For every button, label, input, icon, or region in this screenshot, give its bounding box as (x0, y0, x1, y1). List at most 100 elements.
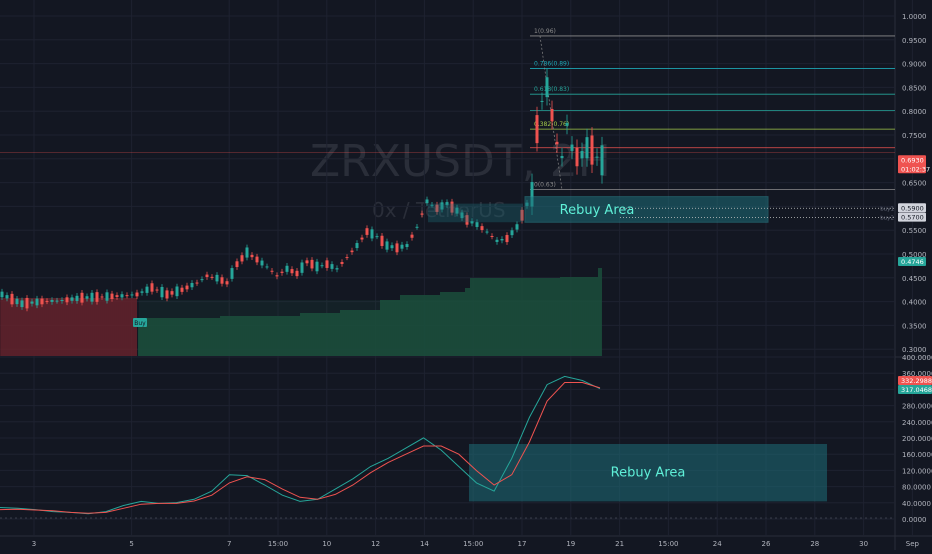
price-tick-label: 1.0000 (902, 13, 927, 21)
candles[interactable] (0, 68, 604, 312)
time-tick-label: 19 (566, 540, 575, 548)
candle-body (220, 277, 224, 284)
time-tick-label: 30 (859, 540, 868, 548)
time-tick-label: 14 (420, 540, 429, 548)
candle-body (255, 256, 259, 263)
candle-body (420, 213, 424, 215)
candle-body (95, 292, 99, 302)
osc-tick-label: 360.0000 (902, 370, 932, 378)
candle-body (405, 244, 409, 248)
candle-body (530, 182, 534, 207)
candle-body (145, 286, 149, 293)
candle-body (370, 229, 374, 239)
candle-body (475, 222, 479, 227)
candle-body (20, 300, 24, 308)
candle-body (590, 135, 594, 165)
candle-body (155, 289, 159, 291)
candle-body (410, 234, 414, 238)
candle-body (465, 215, 469, 225)
order-tag: buy2 (880, 216, 894, 222)
candle-body (455, 207, 459, 214)
rebuy-zone-label: Rebuy Area (560, 203, 635, 218)
candle-body (390, 245, 394, 249)
oscillator[interactable] (0, 375, 601, 515)
candle-body (540, 100, 544, 102)
candle-body (285, 265, 289, 272)
time-tick-label: 15:00 (268, 540, 288, 548)
candle-body (380, 235, 384, 246)
candle-body (195, 282, 199, 284)
candle-body (450, 201, 454, 213)
candle-body (305, 260, 309, 264)
candle-body (315, 261, 319, 272)
osc-rebuy-zone-label: Rebuy Area (611, 466, 686, 481)
candle-body (515, 224, 519, 230)
candle-body (215, 274, 219, 282)
price-tick-label: 0.5000 (902, 251, 927, 259)
candle-body (280, 271, 284, 273)
candle-body (65, 297, 69, 303)
price-tick-label: 0.4000 (902, 299, 927, 307)
osc-tick-label: 160.0000 (902, 451, 932, 459)
candle-body (115, 295, 119, 297)
time-tick-label: 7 (227, 540, 231, 548)
candle-body (230, 268, 234, 279)
candle-body (160, 286, 164, 298)
candle-body (25, 297, 29, 309)
candle-body (100, 296, 104, 298)
candle-body (60, 300, 64, 302)
price-badge (898, 203, 926, 213)
osc-badge (898, 376, 932, 385)
time-tick-label: 15:00 (463, 540, 483, 548)
buy-signal-badge (133, 318, 147, 327)
candle-body (50, 299, 54, 302)
candle-body (225, 281, 229, 285)
price-badge-label: 0.6930 (901, 156, 924, 164)
volume-block (470, 278, 560, 356)
candle-body (330, 264, 334, 269)
candle-body (35, 298, 39, 306)
candle-body (40, 298, 44, 305)
volume-profile: Buy (0, 268, 602, 356)
candle-body (545, 77, 549, 98)
candle-body (275, 275, 279, 277)
price-badge-label: 0.5900 (901, 204, 924, 212)
volume-block (465, 288, 470, 356)
candle-body (0, 291, 4, 298)
candle-body (335, 268, 339, 270)
candle-body (340, 262, 344, 264)
candle-body (310, 259, 314, 269)
candle-body (55, 300, 59, 302)
candle-body (125, 295, 129, 297)
price-tick-label: 0.9000 (902, 61, 927, 69)
candle-body (210, 276, 214, 278)
time-tick-label: 24 (713, 540, 722, 548)
candle-body (140, 291, 144, 293)
time-tick-label: 5 (129, 540, 133, 548)
osc-tick-label: 240.0000 (902, 419, 932, 427)
candle-body (250, 254, 254, 258)
candle-body (30, 301, 34, 304)
candle-body (560, 155, 564, 159)
candle-body (185, 285, 189, 290)
candle-body (585, 137, 589, 159)
price-badge (898, 212, 926, 222)
candle-body (415, 226, 419, 228)
price-tick-label: 0.7500 (902, 132, 927, 140)
price-badge-label: 0.4746 (901, 258, 924, 266)
candle-body (490, 236, 494, 238)
candle-body (345, 257, 349, 259)
candle-body (200, 279, 204, 281)
candle-body (565, 123, 569, 126)
osc-badge (898, 385, 932, 394)
zones[interactable]: Rebuy Area Rebuy Area (428, 196, 895, 502)
candle-body (290, 269, 294, 274)
price-tick-label: 0.8000 (902, 108, 927, 116)
candle-body (570, 144, 574, 151)
axes: 1.00000.95000.90000.85000.80000.75000.70… (32, 13, 932, 548)
watermark-name: 0x / TetherUS (372, 198, 506, 222)
candle-body (235, 261, 239, 268)
